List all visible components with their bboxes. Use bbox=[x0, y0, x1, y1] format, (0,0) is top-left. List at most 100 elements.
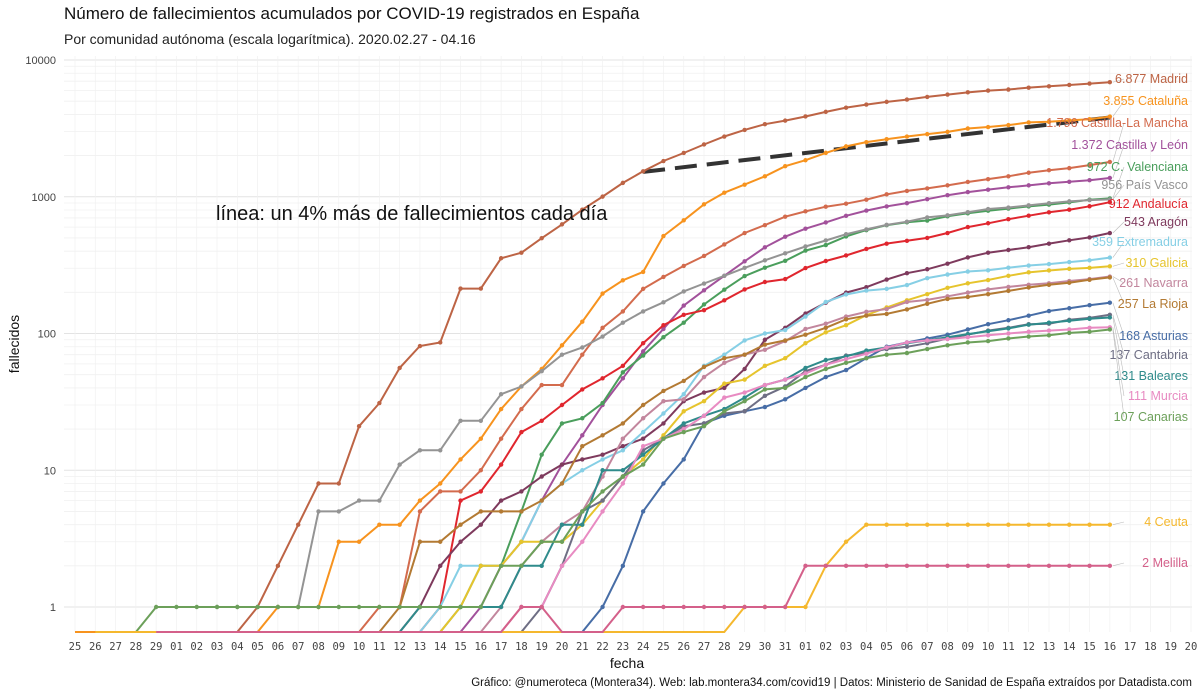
data-point bbox=[823, 325, 828, 331]
data-point bbox=[681, 289, 686, 294]
data-point bbox=[539, 474, 544, 479]
data-point bbox=[945, 92, 950, 97]
data-point bbox=[742, 604, 747, 610]
data-point bbox=[823, 204, 828, 209]
data-point bbox=[843, 201, 849, 206]
data-point bbox=[985, 333, 991, 338]
data-point bbox=[985, 287, 991, 292]
data-point bbox=[600, 194, 605, 199]
data-point bbox=[722, 273, 727, 279]
label-leader bbox=[1112, 221, 1125, 234]
data-point bbox=[803, 385, 808, 391]
data-point bbox=[701, 413, 707, 419]
data-point bbox=[620, 370, 626, 375]
series-end-label: 261 Navarra bbox=[1119, 276, 1188, 290]
data-point bbox=[701, 253, 707, 259]
data-point bbox=[620, 309, 626, 314]
data-point bbox=[316, 604, 321, 610]
data-point bbox=[1046, 241, 1052, 246]
label-leader bbox=[1112, 562, 1125, 567]
data-point bbox=[701, 202, 707, 207]
data-point bbox=[417, 498, 423, 503]
data-point bbox=[559, 421, 565, 426]
data-point bbox=[600, 334, 605, 339]
data-point bbox=[843, 144, 849, 149]
data-point bbox=[904, 219, 910, 224]
data-point bbox=[539, 563, 544, 569]
data-point bbox=[782, 118, 788, 123]
data-point bbox=[1107, 522, 1113, 527]
data-point bbox=[965, 179, 970, 185]
data-point bbox=[925, 218, 930, 223]
data-point bbox=[600, 325, 605, 331]
series-0 bbox=[217, 80, 1113, 633]
data-point bbox=[478, 509, 484, 514]
data-point bbox=[701, 364, 707, 370]
data-point bbox=[600, 291, 605, 296]
series-line bbox=[196, 265, 1110, 633]
data-point bbox=[519, 604, 524, 610]
data-point bbox=[661, 604, 666, 610]
data-point bbox=[904, 350, 910, 356]
data-point bbox=[1067, 179, 1072, 184]
data-point bbox=[559, 481, 565, 486]
series-line bbox=[196, 326, 1110, 633]
data-point bbox=[762, 279, 768, 285]
data-point bbox=[661, 233, 666, 239]
label-leader bbox=[1112, 276, 1125, 284]
data-point bbox=[945, 285, 950, 290]
data-point bbox=[620, 448, 626, 453]
data-point bbox=[803, 314, 808, 319]
data-point bbox=[965, 224, 970, 230]
data-point bbox=[194, 604, 199, 610]
data-point bbox=[742, 409, 747, 414]
data-point bbox=[438, 448, 443, 453]
data-point bbox=[864, 522, 869, 527]
data-point bbox=[803, 374, 808, 380]
x-tick-label: 17 bbox=[495, 641, 508, 653]
data-point bbox=[965, 126, 970, 131]
y-tick-label: 100 bbox=[38, 329, 56, 341]
data-point bbox=[1067, 259, 1072, 265]
data-point bbox=[742, 390, 747, 395]
data-point bbox=[985, 176, 991, 182]
data-point bbox=[1046, 308, 1052, 314]
data-point bbox=[580, 207, 585, 212]
data-point bbox=[661, 481, 666, 486]
data-point bbox=[1067, 207, 1072, 212]
data-point bbox=[1026, 244, 1031, 250]
data-point bbox=[458, 418, 463, 423]
x-axis-ticks: 25 26 27 28 29 01 02 03 04 05 06 07 08 09 10 11 12 13 14 15… bbox=[69, 641, 1198, 653]
data-point bbox=[823, 220, 828, 225]
data-point bbox=[701, 288, 707, 293]
growth-reference-line bbox=[642, 115, 1111, 174]
data-point bbox=[1046, 168, 1052, 173]
data-point bbox=[965, 269, 970, 274]
data-point bbox=[782, 251, 788, 256]
data-point bbox=[498, 406, 504, 412]
label-leader bbox=[1112, 521, 1125, 525]
data-point bbox=[1067, 318, 1072, 323]
data-point bbox=[681, 604, 686, 610]
series-end-label: 3.855 Cataluña bbox=[1103, 94, 1188, 108]
data-point bbox=[1087, 258, 1092, 263]
data-point bbox=[823, 258, 828, 264]
data-point bbox=[640, 462, 646, 467]
data-point bbox=[701, 281, 707, 286]
data-point bbox=[438, 539, 443, 544]
data-point bbox=[742, 273, 747, 279]
data-point bbox=[478, 436, 484, 441]
data-point bbox=[884, 204, 889, 209]
data-point bbox=[620, 481, 626, 486]
data-point bbox=[1026, 329, 1031, 334]
data-point bbox=[1107, 230, 1113, 236]
data-point bbox=[843, 232, 849, 237]
data-point bbox=[762, 363, 768, 369]
data-point bbox=[1026, 522, 1031, 527]
y-axis-ticks: 1 10 100 1000 10000 bbox=[25, 55, 56, 614]
x-tick-label: 19 bbox=[535, 641, 548, 653]
series-12 bbox=[217, 300, 1113, 633]
data-point bbox=[539, 235, 544, 241]
data-point bbox=[620, 468, 626, 473]
